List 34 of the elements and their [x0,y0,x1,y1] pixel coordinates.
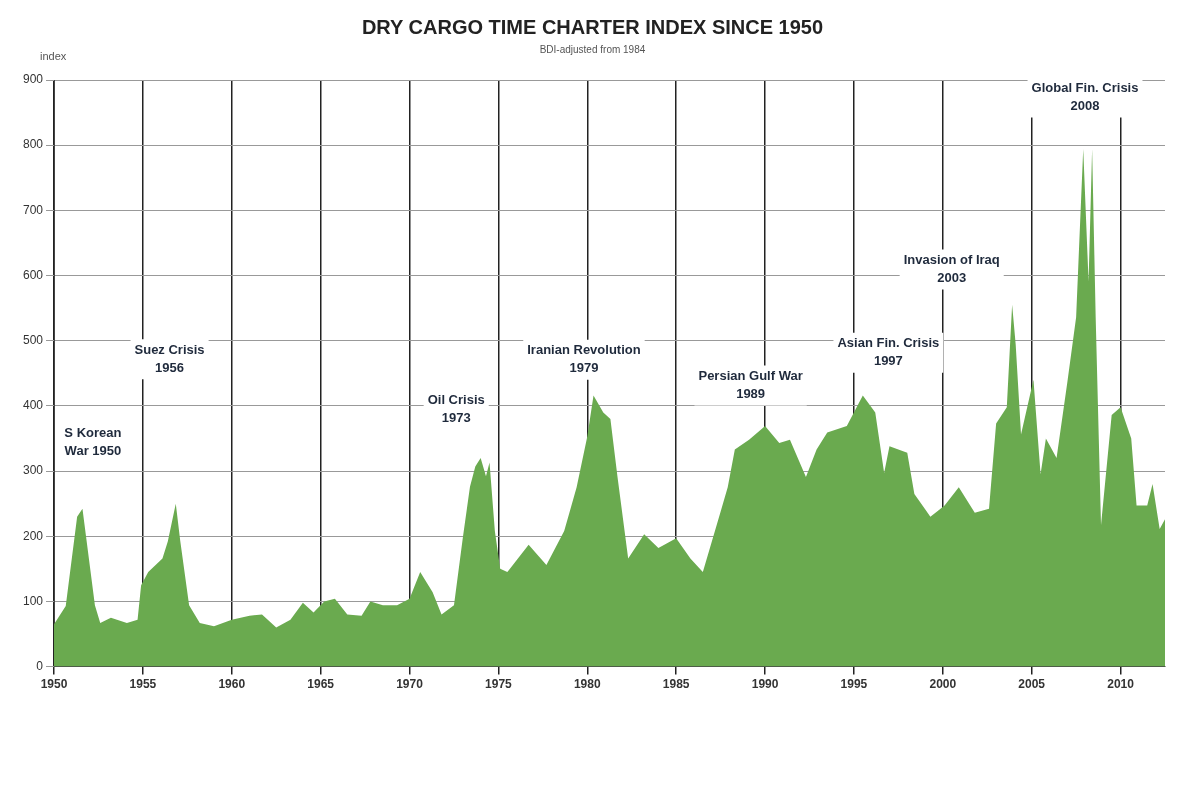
x-tick-label: 1985 [662,677,690,692]
x-tick-label: 1980 [573,677,601,692]
annotation: Oil Crisis 1973 [427,391,485,425]
y-tick-label: 900 [22,72,44,87]
x-tick-label: 1975 [485,677,513,692]
annotation: Global Fin. Crisis 2008 [1031,80,1139,114]
x-tick-label: 1955 [129,677,157,692]
x-tick-label: 1960 [218,677,246,692]
chart-subtitle: BDI-adjusted from 1984 [539,43,646,55]
x-tick-label: 2000 [929,677,957,692]
annotation: Iranian Revolution 1979 [527,342,641,376]
annotation: Persian Gulf War 1989 [698,368,803,402]
x-tick-label: 2005 [1018,677,1046,692]
y-tick-label: 0 [36,658,44,673]
annotation: Suez Crisis 1956 [134,341,205,375]
x-tick-label: 1950 [40,677,68,692]
x-tick-label: 1970 [396,677,424,692]
y-tick-label: 800 [22,137,44,152]
annotation: Invasion of Iraq 2003 [903,252,1000,286]
x-tick-label: 1965 [307,677,335,692]
y-tick-label: 100 [22,593,44,608]
annotation: S Korean War 1950 [64,425,122,459]
y-tick-label: 200 [22,528,44,543]
y-tick-label: 400 [22,398,44,413]
x-tick-label: 1990 [751,677,779,692]
chart-title: DRY CARGO TIME CHARTER INDEX SINCE 1950 [361,15,824,38]
y-tick-label: 600 [22,267,44,282]
y-tick-label: 700 [22,202,44,217]
y-axis-title: index [40,49,67,62]
x-tick-label: 1995 [840,677,868,692]
x-tick-label: 2010 [1107,677,1135,692]
annotation: Asian Fin. Crisis 1997 [837,335,940,369]
y-tick-label: 300 [22,463,44,478]
y-tick-label: 500 [22,333,44,348]
